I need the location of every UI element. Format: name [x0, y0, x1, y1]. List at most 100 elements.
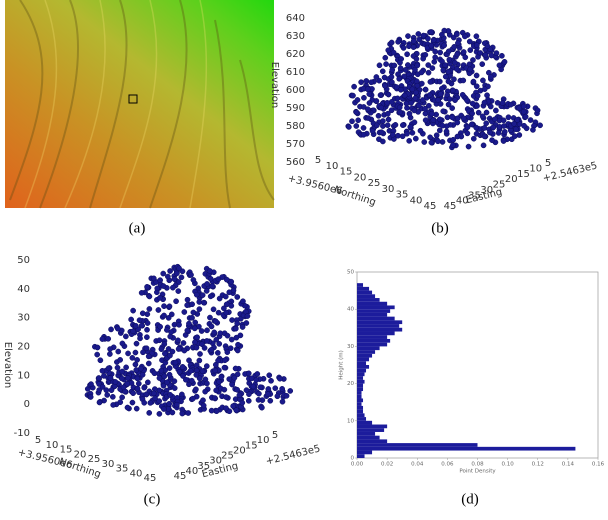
y-tick-label: 20 [233, 445, 246, 456]
point [157, 323, 163, 330]
point [193, 291, 200, 298]
bar [357, 443, 478, 447]
point [143, 391, 150, 398]
x-tick-label: 35 [396, 190, 409, 201]
y-tick-label: 20 [347, 381, 354, 387]
point [108, 326, 114, 333]
point [150, 390, 157, 397]
point [180, 373, 186, 379]
point [118, 375, 125, 382]
point [451, 76, 457, 83]
point [171, 276, 178, 282]
point [228, 302, 235, 309]
point [411, 119, 418, 126]
z-tick-label: 50 [17, 255, 30, 266]
point [441, 27, 448, 34]
point [176, 369, 183, 375]
point [133, 340, 140, 347]
bar [357, 420, 373, 425]
point [462, 33, 468, 40]
point [133, 405, 140, 412]
point [195, 285, 202, 292]
point [167, 352, 173, 359]
z-tick-label: -10 [14, 428, 30, 439]
point [184, 302, 190, 309]
point [221, 386, 228, 393]
point [223, 394, 229, 400]
point [385, 110, 391, 117]
bar [357, 283, 364, 287]
point [114, 364, 121, 371]
point [410, 44, 417, 50]
z-tick-label: 600 [286, 85, 305, 96]
point [411, 107, 418, 114]
point [137, 335, 143, 342]
point [172, 359, 179, 366]
point [513, 126, 519, 133]
point [432, 54, 439, 61]
point [161, 406, 167, 412]
point [402, 66, 409, 73]
point [413, 89, 419, 96]
point [446, 56, 453, 63]
point [156, 398, 163, 404]
point [390, 49, 397, 56]
point [403, 100, 410, 107]
point [236, 392, 243, 399]
point [449, 105, 455, 111]
point [192, 319, 199, 326]
point [473, 33, 480, 40]
point [208, 346, 215, 353]
x-tick-label: 25 [88, 454, 101, 465]
point [217, 330, 224, 337]
y-tick-label: 5 [545, 158, 551, 169]
point [245, 370, 252, 377]
point [277, 375, 283, 382]
point [174, 401, 180, 408]
point [175, 337, 181, 344]
point [377, 92, 384, 98]
point [140, 349, 146, 356]
point [213, 408, 220, 415]
point [355, 117, 362, 124]
point [397, 65, 404, 72]
point [425, 102, 432, 109]
point [226, 376, 233, 382]
bar [357, 405, 364, 410]
point [467, 47, 474, 53]
y-tick-label: 35 [468, 190, 481, 201]
point [419, 97, 426, 103]
point [480, 142, 487, 149]
point [473, 72, 480, 79]
point [211, 329, 218, 336]
point [428, 29, 434, 35]
point [240, 298, 246, 305]
bar [357, 294, 376, 299]
y-tick-label: 10 [347, 418, 354, 424]
point [243, 320, 250, 326]
point [435, 97, 441, 103]
point [351, 83, 357, 90]
x-tick-label: 45 [424, 201, 437, 212]
bar [357, 376, 364, 380]
x-tick-label: 0.16 [592, 462, 605, 468]
point [373, 74, 380, 80]
point [123, 364, 129, 371]
point [406, 43, 412, 50]
point [229, 381, 236, 388]
point [173, 270, 180, 277]
point [233, 334, 240, 341]
point [378, 129, 385, 136]
point [141, 384, 148, 391]
bar [357, 379, 365, 384]
point [234, 347, 241, 354]
y-tick-label: 20 [505, 174, 518, 185]
point [409, 129, 416, 136]
point [366, 91, 373, 97]
y-tick-label: 40 [186, 466, 199, 477]
point [398, 86, 404, 93]
bar [357, 431, 376, 436]
point [481, 99, 488, 106]
point [422, 110, 429, 117]
point [125, 350, 131, 357]
